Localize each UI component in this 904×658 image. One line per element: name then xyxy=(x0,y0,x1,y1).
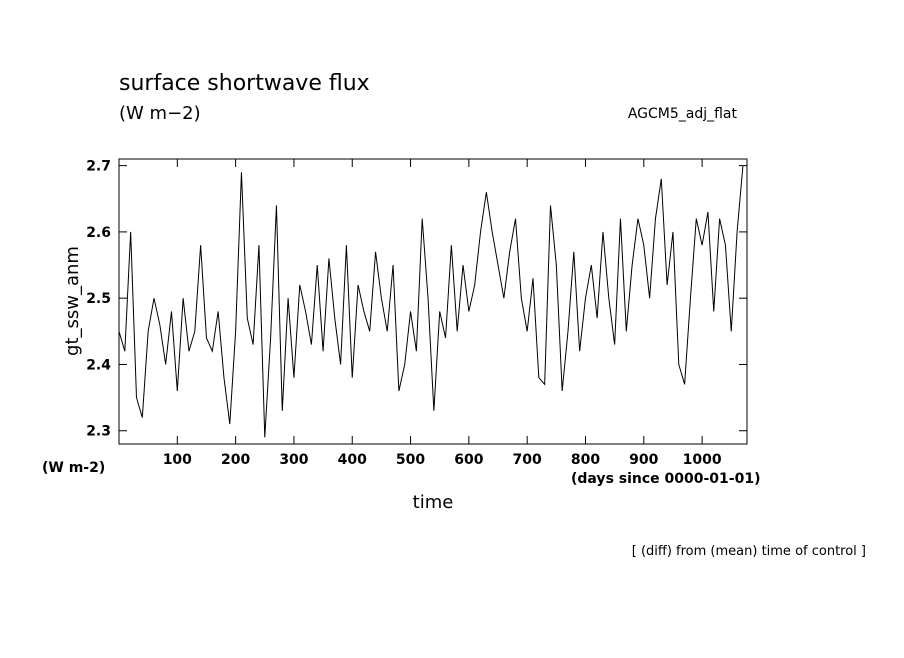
y-tick-label: 2.6 xyxy=(86,225,111,241)
annotation: AGCM5_adj_flat xyxy=(628,106,738,122)
x-tick-label: 700 xyxy=(513,452,542,468)
x-tick-label: 500 xyxy=(396,452,425,468)
x-tick-label: 600 xyxy=(454,452,483,468)
data-line xyxy=(118,165,744,438)
subtitle: (W m−2) xyxy=(119,103,201,124)
x-tick-label: 400 xyxy=(338,452,367,468)
x-tick-label: 900 xyxy=(629,452,658,468)
y-tick-label: 2.7 xyxy=(86,159,111,175)
x-tick-label: 200 xyxy=(221,452,250,468)
y-unit: (W m-2) xyxy=(42,460,105,476)
chart-title: surface shortwave flux xyxy=(119,71,370,96)
x-unit: (days since 0000-01-01) xyxy=(571,471,761,487)
y-tick-label: 2.3 xyxy=(86,424,111,440)
footnote: [ (diff) from (mean) time of control ] xyxy=(632,544,866,559)
x-tick-label: 300 xyxy=(279,452,308,468)
y-axis-label: gt_ssw_anm xyxy=(62,246,83,356)
x-tick-label: 1000 xyxy=(683,452,722,468)
x-tick-label: 800 xyxy=(571,452,600,468)
y-tick-label: 2.4 xyxy=(86,357,111,373)
y-tick-label: 2.5 xyxy=(86,291,111,307)
x-tick-label: 100 xyxy=(163,452,192,468)
x-axis-label: time xyxy=(413,492,454,513)
plot-frame xyxy=(118,158,748,445)
